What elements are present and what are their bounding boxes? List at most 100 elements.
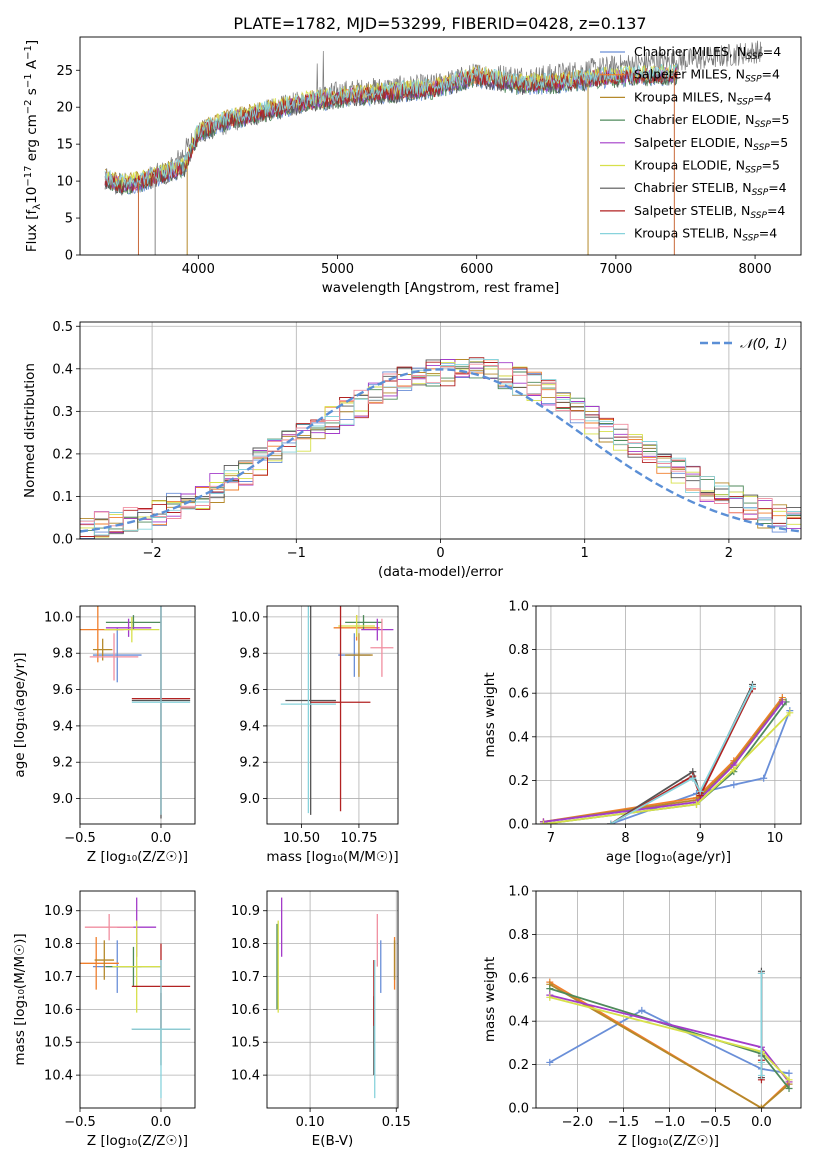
- x-tick-label: 5000: [321, 262, 354, 277]
- legend-name: Salpeter ELODIE, N: [634, 135, 753, 150]
- x-tick-label: −0.5: [700, 1115, 732, 1130]
- axes-frame: [79, 321, 802, 540]
- weight-series-line: [543, 697, 784, 823]
- weight-series-line: [610, 684, 754, 824]
- axes-frame: [266, 890, 399, 1109]
- y-tick-label: 20: [56, 101, 73, 116]
- x-tick-label: 7: [547, 831, 555, 846]
- weight-point-marker: [785, 1084, 793, 1092]
- y-axis-label: age [log₁₀(age/yr)]: [12, 652, 28, 777]
- weight-point-marker: [778, 698, 786, 706]
- normal-curve-line: [80, 368, 801, 533]
- y-tick-label: 9.4: [239, 719, 260, 734]
- x-tick-label: 0: [436, 546, 444, 561]
- y-axis-label-part: A: [24, 59, 40, 73]
- y-tick-label: 0.1: [52, 490, 73, 505]
- y-tick-label: 9.6: [239, 683, 260, 698]
- legend-sub: SSP: [752, 188, 769, 198]
- y-tick-label: 10.9: [231, 904, 260, 919]
- axes-frame: [535, 605, 802, 825]
- legend-sub: SSP: [745, 75, 762, 85]
- x-axis-label: age [log₁₀(age/yr)]: [606, 849, 731, 865]
- x-tick-label: 0.0: [151, 831, 172, 846]
- x-tick-label: 0.0: [751, 1115, 772, 1130]
- y-axis-label: mass [log₁₀(M/M☉)]: [12, 933, 28, 1065]
- residual-histogram-line: [80, 363, 801, 527]
- legend-entry: Chabrier ELODIE, NSSP=5: [634, 112, 789, 130]
- weight-point-marker: [757, 1104, 765, 1108]
- spectrum-lines: [104, 40, 763, 255]
- weight-point-marker: [757, 969, 765, 977]
- x-tick-label: 9: [696, 831, 704, 846]
- x-axis-label: (data-model)/error: [378, 564, 504, 580]
- y-tick-label: 10.0: [231, 610, 260, 625]
- spectrum-axes: 4000 5000 6000 7000 8000 0 5 10 15 20 25: [56, 64, 771, 277]
- y-tick-label: 10.5: [44, 1036, 73, 1051]
- y-axis-label-part: 10: [24, 187, 40, 204]
- model-spectrum-line: [104, 63, 678, 188]
- weight-point-marker: [607, 820, 615, 824]
- x-axis-label: E(B-V): [312, 1133, 354, 1149]
- y-tick-label: 9.6: [52, 683, 73, 698]
- y-axis-label-part: −1: [23, 73, 34, 88]
- x-axis-label: Z [log₁₀(Z/Z☉)]: [87, 1133, 188, 1149]
- y-tick-label: 0.2: [508, 1058, 529, 1073]
- axes-frame: [79, 890, 196, 1109]
- weight-point-marker: [692, 800, 700, 808]
- mass-vs-EBV-points: [276, 897, 396, 1099]
- x-tick-label: −2: [143, 546, 162, 561]
- legend-name: Kroupa STELIB, N: [634, 226, 742, 241]
- weight-vs-Z-axes: −2.0 −1.5 −1.0 −0.5 0.0 0.0 0.2 0.4 0.6 0.8 1.0: [508, 885, 801, 1130]
- x-tick-label: 8000: [739, 262, 772, 277]
- y-tick-label: 0.2: [52, 447, 73, 462]
- weight-point-marker: [730, 766, 738, 773]
- weight-point-marker: [546, 993, 554, 1001]
- legend-entry: Chabrier MILES, NSSP=4: [634, 44, 781, 62]
- y-tick-label: 10.7: [44, 970, 73, 985]
- x-tick-label: −2.0: [562, 1115, 594, 1130]
- age-vs-Z-points: [80, 606, 191, 819]
- legend-entry: Salpeter ELODIE, NSSP=5: [634, 135, 788, 153]
- y-tick-label: 15: [56, 138, 73, 153]
- x-tick-label: 0.0: [151, 1115, 172, 1130]
- y-tick-label: 10.7: [231, 970, 260, 985]
- y-axis-label-part: s: [24, 88, 40, 99]
- legend-value: =5: [770, 135, 788, 150]
- mass-vs-Z-axes: −0.5 0.0 10.4 10.5 10.6 10.7 10.8 10.9: [44, 891, 195, 1130]
- y-axis-label-part: ]: [24, 40, 40, 45]
- axes-frame: [266, 605, 399, 825]
- y-tick-label: 25: [56, 64, 73, 79]
- legend-name: Kroupa ELODIE, N: [634, 158, 745, 173]
- legend-name: Salpeter MILES, N: [634, 67, 745, 82]
- y-axis-label: Flux [fλ10−17 erg cm−2 s−1 A−1]: [23, 40, 43, 252]
- legend-sub: SSP: [745, 166, 762, 176]
- legend-name: Chabrier ELODIE, N: [634, 112, 754, 127]
- x-axis-label: Z [log₁₀(Z/Z☉)]: [618, 1133, 719, 1149]
- x-axis-label: Z [log₁₀(Z/Z☉)]: [87, 849, 188, 865]
- legend-entry: Kroupa ELODIE, NSSP=5: [634, 158, 780, 176]
- y-axis-label-part: Flux [f: [24, 209, 40, 253]
- weight-vs-age-series: [539, 680, 794, 824]
- weight-series-line: [610, 686, 754, 824]
- x-tick-label: 6000: [460, 262, 493, 277]
- weight-point-marker: [760, 774, 768, 782]
- y-axis-label-part: erg cm: [24, 114, 40, 165]
- y-tick-label: 0.2: [508, 774, 529, 789]
- y-axis-label-part: −1: [23, 45, 34, 60]
- weight-point-marker: [696, 787, 704, 795]
- y-axis-label: mass weight: [482, 672, 498, 757]
- legend-sub: SSP: [750, 211, 767, 221]
- legend-value: =4: [767, 203, 785, 218]
- legend-sub: SSP: [742, 234, 759, 244]
- y-tick-label: 10: [56, 175, 73, 190]
- axes-frame: [535, 890, 802, 1109]
- y-tick-label: 10.0: [44, 610, 73, 625]
- x-tick-label: −0.5: [64, 831, 96, 846]
- y-axis-label: Normed distribution: [22, 363, 38, 498]
- x-tick-label: 0.10: [296, 1115, 325, 1130]
- y-tick-label: 0.8: [508, 643, 529, 658]
- y-tick-label: 9.2: [239, 756, 260, 771]
- weight-point-marker: [689, 774, 697, 782]
